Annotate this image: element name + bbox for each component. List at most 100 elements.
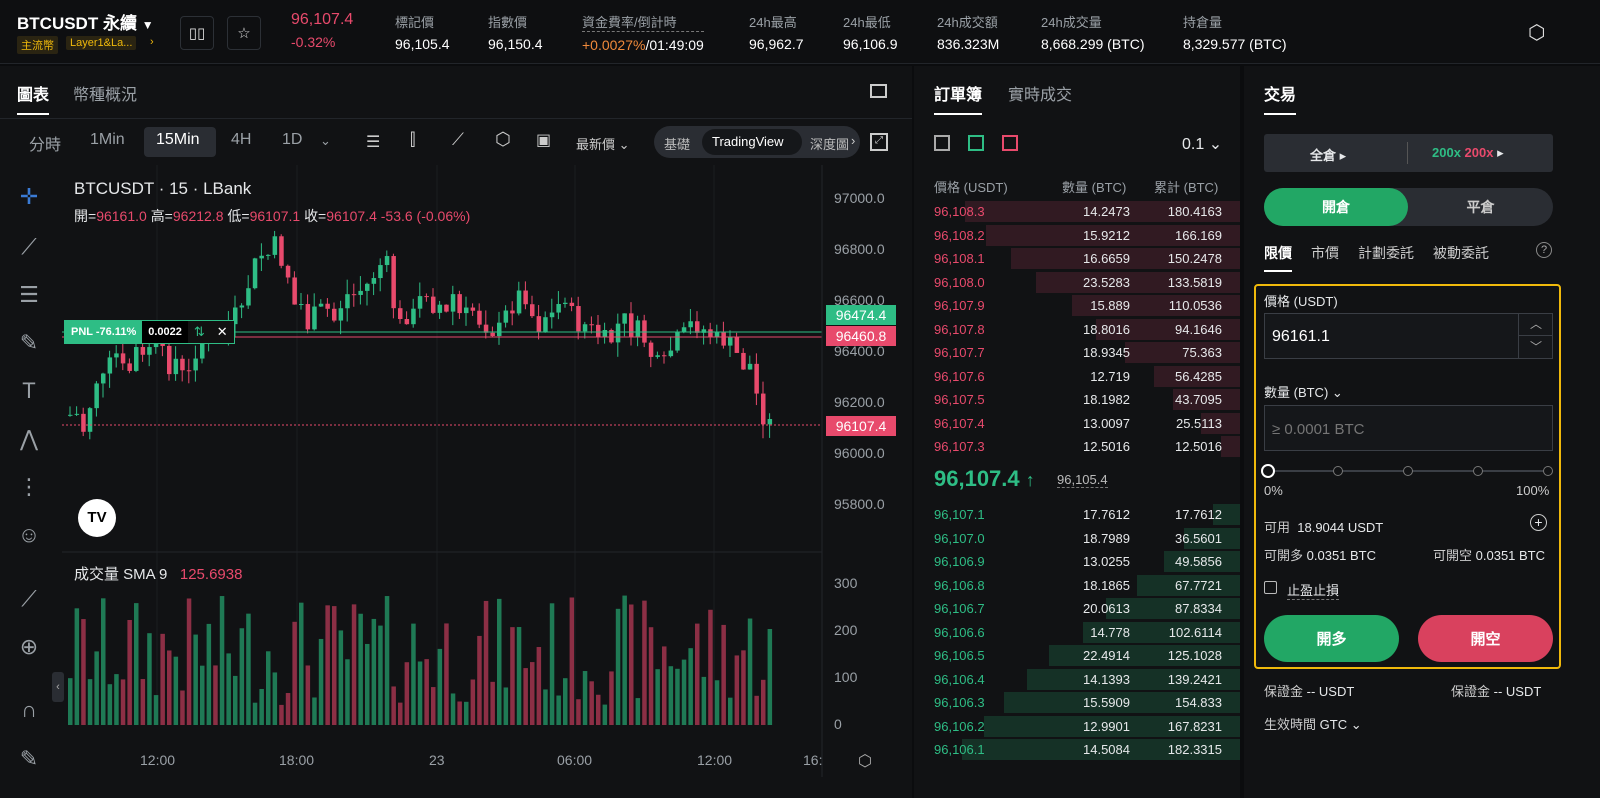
tf-1min[interactable]: 1Min (90, 131, 125, 148)
chevron-down-icon[interactable]: ⌄ (320, 133, 331, 148)
close-icon[interactable]: ✕ (210, 321, 234, 343)
zoom-icon[interactable]: ⊕ (19, 634, 39, 659)
price-decrement-button[interactable]: ﹀ (1518, 336, 1553, 359)
ask-row[interactable]: 96,107.3 12.5016 12.5016 (930, 435, 1240, 457)
tf-time[interactable]: 分時 (29, 137, 62, 154)
bid-row[interactable]: 96,106.8 18.1865 67.7721 (930, 574, 1240, 596)
ask-row[interactable]: 96,107.9 15.889 110.0536 (930, 294, 1240, 316)
chevron-right-icon[interactable]: › (851, 133, 856, 148)
ask-row[interactable]: 96,107.4 13.0097 25.5113 (930, 412, 1240, 434)
tpsl-label[interactable]: 止盈止損 (1287, 580, 1340, 600)
slider-step-dot[interactable] (1543, 466, 1553, 476)
order-type-market[interactable]: 市價 (1311, 245, 1339, 261)
add-funds-icon[interactable]: + (1530, 514, 1547, 531)
bid-row[interactable]: 96,107.1 17.7612 17.7612 (930, 503, 1240, 525)
camera-icon[interactable]: ▣ (536, 132, 552, 149)
ask-row[interactable]: 96,107.5 18.1982 43.7095 (930, 388, 1240, 410)
tf-4h[interactable]: 4H (231, 131, 252, 148)
help-icon[interactable]: ? (1536, 242, 1552, 258)
expand-icon[interactable]: ⤢ (870, 133, 888, 151)
ask-row[interactable]: 96,108.0 23.5283 133.5819 (930, 271, 1240, 293)
price-input[interactable] (1272, 324, 1502, 350)
ask-row[interactable]: 96,107.6 12.719 56.4285 (930, 365, 1240, 387)
slider-step-dot[interactable] (1403, 466, 1413, 476)
pnl-badge[interactable]: PNL -76.11% 0.0022 ⇅ ✕ (64, 320, 235, 344)
tab-chart[interactable]: 圖表 (17, 87, 50, 104)
view-depth[interactable]: 深度圖 (810, 137, 850, 152)
pattern-icon[interactable]: ⋀ (19, 426, 39, 451)
book-icon[interactable]: ▯▯ (180, 16, 214, 50)
indicator-icon[interactable]: ☰ (366, 134, 381, 151)
bid-row[interactable]: 96,106.9 13.0255 49.5856 (930, 550, 1240, 572)
view-tradingview[interactable]: TradingView (712, 134, 784, 149)
chevron-down-icon[interactable]: ▼ (141, 18, 154, 32)
margin-mode-button[interactable]: 全倉 ▸ (1310, 148, 1347, 163)
chart-settings-icon[interactable]: ⬡ (495, 129, 511, 149)
precision-select[interactable]: 0.1 ⌄ (1182, 136, 1223, 153)
tag-layer1[interactable]: Layer1&La... (66, 36, 137, 50)
leverage-button[interactable]: 200x 200x ▸ (1432, 145, 1504, 160)
candle-type-icon[interactable]: ⫿ (410, 130, 416, 149)
qty-slider-handle[interactable] (1261, 464, 1275, 478)
time-settings-icon[interactable]: ⬡ (858, 753, 872, 770)
reverse-icon[interactable]: ⇅ (187, 321, 211, 343)
ask-row[interactable]: 96,108.1 16.6659 150.2478 (930, 247, 1240, 269)
fullscreen-icon[interactable] (870, 84, 887, 98)
symbol-name[interactable]: BTCUSDT 永續 (17, 14, 137, 33)
price-type-select[interactable]: 最新價 ⌄ (576, 137, 630, 152)
collapse-toolbar-button[interactable]: ‹ (52, 672, 64, 702)
brush-icon[interactable]: ✎ (19, 330, 39, 355)
bid-row[interactable]: 96,106.1 14.5084 182.3315 (930, 738, 1240, 760)
candlestick-chart[interactable] (62, 165, 912, 777)
close-position-tab[interactable]: 平倉 (1466, 199, 1495, 215)
sell-short-button[interactable]: 開空 (1418, 615, 1553, 662)
line-chart-icon[interactable]: ⟋ (452, 130, 464, 149)
price-increment-button[interactable]: ︿ (1518, 313, 1553, 336)
tf-15min[interactable]: 15Min (156, 131, 200, 148)
tag-main[interactable]: 主流幣 (17, 36, 58, 54)
view-basic[interactable]: 基礎 (664, 137, 691, 152)
order-type-passive[interactable]: 被動委託 (1433, 245, 1489, 261)
order-type-plan[interactable]: 計劃委託 (1358, 245, 1414, 261)
ask-row[interactable]: 96,107.8 18.8016 94.1646 (930, 318, 1240, 340)
trendline-icon[interactable]: ⟋ (21, 234, 37, 259)
qty-input[interactable] (1272, 416, 1542, 442)
ask-row[interactable]: 96,107.7 18.9345 75.363 (930, 341, 1240, 363)
open-position-tab[interactable]: 開倉 (1264, 188, 1408, 226)
book-asks-icon[interactable] (1002, 135, 1018, 151)
book-mark-price[interactable]: 96,105.4 (1057, 472, 1108, 488)
tab-coin-overview[interactable]: 幣種概況 (73, 87, 138, 104)
ruler-icon[interactable]: ⟋ (21, 586, 37, 611)
settings-icon[interactable]: ⬡ (1528, 22, 1546, 44)
book-both-icon[interactable] (934, 135, 950, 151)
bid-row[interactable]: 96,106.3 15.5909 154.833 (930, 691, 1240, 713)
bid-row[interactable]: 96,107.0 18.7989 36.5601 (930, 527, 1240, 549)
magnet-icon[interactable]: ∩ (21, 697, 37, 722)
bid-row[interactable]: 96,106.7 20.0613 87.8334 (930, 597, 1240, 619)
text-icon[interactable]: T (22, 378, 36, 403)
bid-row[interactable]: 96,106.6 14.778 102.6114 (930, 621, 1240, 643)
fib-icon[interactable]: ☰ (19, 282, 39, 307)
buy-long-button[interactable]: 開多 (1264, 615, 1399, 662)
stat-funding[interactable]: 資金費率/倒計時 +0.0027%/01:49:09 (582, 12, 704, 53)
tradingview-logo[interactable]: TV (78, 499, 116, 537)
book-bids-icon[interactable] (968, 135, 984, 151)
tab-orderbook[interactable]: 訂單簿 (934, 87, 983, 104)
slider-step-dot[interactable] (1473, 466, 1483, 476)
time-in-force-select[interactable]: 生效時間 GTC ⌄ (1264, 717, 1362, 732)
ask-row[interactable]: 96,108.2 15.9212 166.169 (930, 224, 1240, 246)
tf-1d[interactable]: 1D (282, 131, 303, 148)
symbol-selector[interactable]: BTCUSDT 永續 ▼ (17, 9, 154, 34)
tab-trades[interactable]: 實時成交 (1008, 87, 1073, 104)
bid-row[interactable]: 96,106.5 22.4914 125.1028 (930, 644, 1240, 666)
qty-unit-select[interactable]: 數量 (BTC) ⌄ (1264, 385, 1343, 400)
order-type-limit[interactable]: 限價 (1264, 245, 1292, 261)
emoji-icon[interactable]: ☺ (17, 522, 41, 547)
ask-row[interactable]: 96,108.3 14.2473 180.4163 (930, 200, 1240, 222)
chevron-right-icon[interactable]: › (150, 36, 154, 48)
slider-step-dot[interactable] (1333, 466, 1343, 476)
measure-lines-icon[interactable]: ⋮ (18, 474, 40, 499)
bid-row[interactable]: 96,106.4 14.1393 139.2421 (930, 668, 1240, 690)
crosshair-icon[interactable]: ✛ (19, 184, 39, 209)
bid-row[interactable]: 96,106.2 12.9901 167.8231 (930, 715, 1240, 737)
